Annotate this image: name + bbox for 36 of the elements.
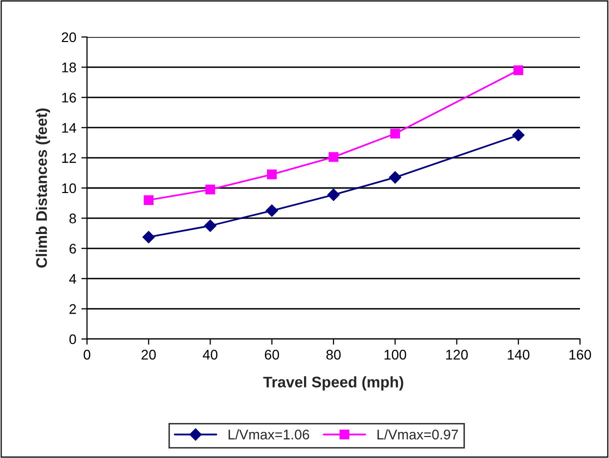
y-tick-label: 14 [62,123,76,133]
x-tick-label: 140 [508,350,530,360]
point [390,128,400,138]
x-axis-title: Travel Speed (mph) [263,376,404,390]
x-tick-label: 40 [202,350,218,360]
point [514,65,524,76]
x-tick-label: 120 [446,350,468,360]
point [389,171,402,184]
point [204,220,216,232]
legend-label: L/Vmax=1.06 [228,429,310,440]
y-tick-label: 12 [62,153,76,163]
point [144,195,154,205]
x-tick-label: 0 [84,350,90,360]
point [327,188,340,201]
point [267,170,277,180]
legend-label: L/Vmax=0.97 [378,429,458,440]
y-tick-label: 4 [69,274,76,284]
point [266,204,278,217]
y-tick-label: 20 [62,32,76,42]
y-tick-label: 2 [70,304,76,314]
y-tick-label: 0 [69,334,76,344]
x-tick-label: 160 [569,350,592,360]
y-tick-label: 6 [70,244,76,254]
y-tick-label: 8 [69,214,76,224]
x-tick-label: 20 [142,350,156,360]
x-tick-label: 100 [384,350,406,360]
point [142,230,155,244]
y-axis-title: Climb Distances (feet) [36,108,50,268]
y-tick-label: 18 [62,62,76,72]
x-tick-label: 80 [326,350,341,360]
y-tick-label: 10 [62,183,76,194]
y-tick-label: 16 [62,92,76,103]
point [205,184,216,194]
point [512,129,524,142]
x-tick-label: 60 [264,350,280,360]
point [328,152,338,162]
